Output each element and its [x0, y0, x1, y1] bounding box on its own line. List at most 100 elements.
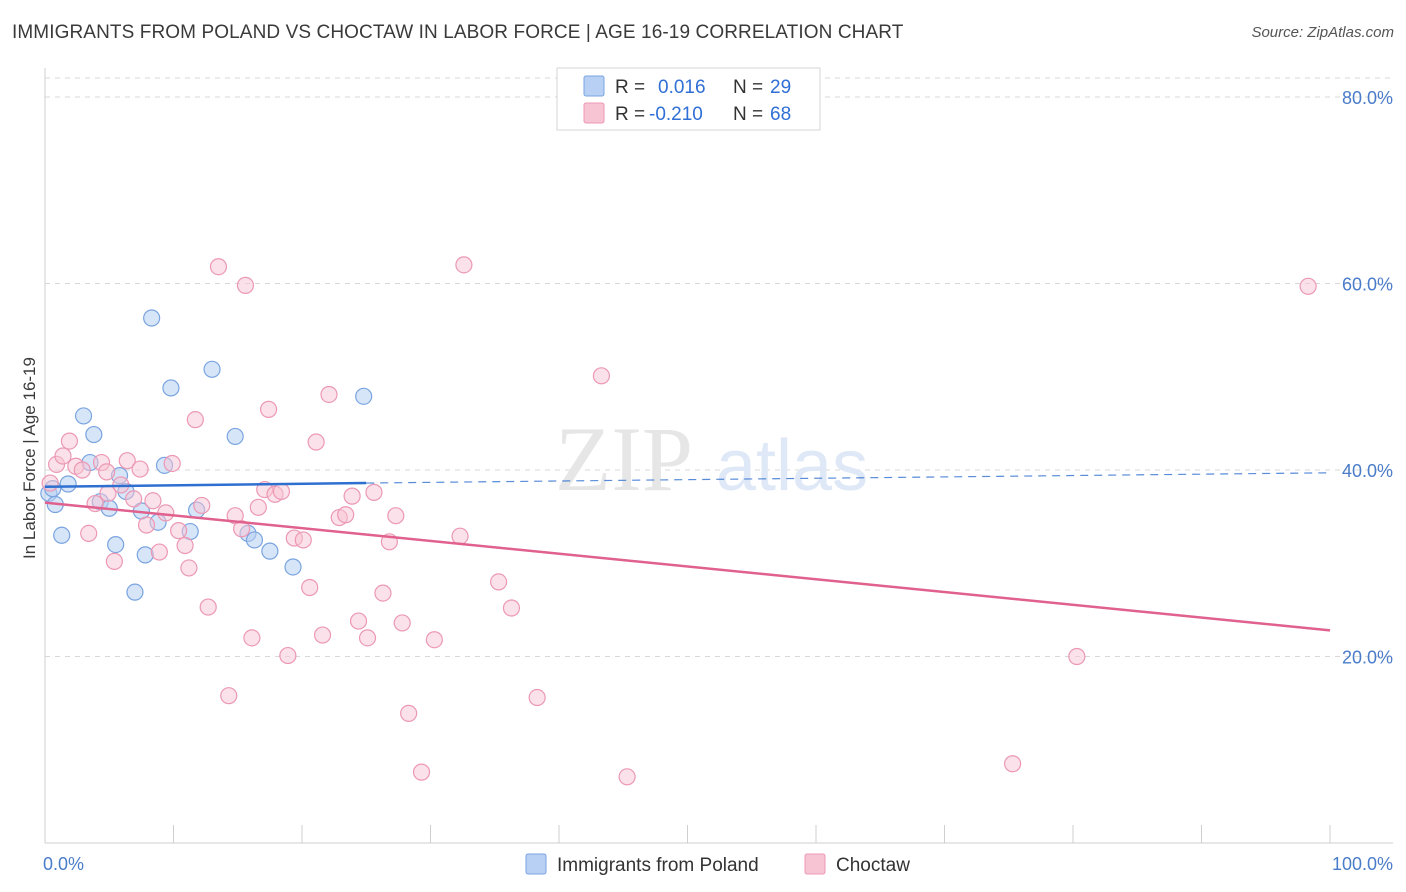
- data-point-choctaw: [60, 432, 79, 450]
- data-point-poland: [245, 531, 264, 549]
- data-point-choctaw: [98, 463, 116, 481]
- data-point-choctaw: [144, 492, 162, 510]
- data-point-choctaw: [150, 543, 168, 561]
- watermark-zip: ZIP: [555, 408, 693, 510]
- data-point-choctaw: [125, 490, 143, 508]
- chart-title: IMMIGRANTS FROM POLAND VS CHOCTAW IN LAB…: [12, 22, 904, 43]
- bottom-legend-swatch-poland: [525, 853, 547, 875]
- legend-n-value-choctaw: 68: [770, 104, 791, 125]
- y-axis-title: In Labor Force | Age 16-19: [20, 357, 39, 559]
- data-point-choctaw: [105, 552, 123, 570]
- data-point-choctaw: [349, 612, 368, 630]
- data-point-poland: [85, 425, 103, 444]
- y-tick-label: 60.0%: [1342, 275, 1393, 295]
- series-poland-points: [40, 309, 373, 601]
- watermark-atlas: atlas: [716, 426, 868, 506]
- data-point-choctaw: [80, 524, 98, 543]
- bottom-legend-label-poland: Immigrants from Poland: [557, 855, 759, 876]
- data-point-choctaw: [131, 460, 149, 478]
- y-tick-label: 80.0%: [1342, 88, 1393, 108]
- data-point-choctaw: [313, 626, 332, 644]
- series-choctaw-points: [41, 256, 1317, 786]
- data-point-choctaw: [236, 276, 255, 294]
- data-point-poland: [162, 379, 180, 397]
- source-label: Source: ZipAtlas.com: [1251, 24, 1394, 41]
- legend-swatch-choctaw: [583, 102, 605, 124]
- data-point-choctaw: [220, 687, 238, 705]
- data-point-choctaw: [199, 598, 217, 616]
- data-point-poland: [226, 427, 244, 446]
- data-point-choctaw: [176, 536, 194, 555]
- data-point-poland: [59, 475, 77, 493]
- bottom-legend: Immigrants from Poland Choctaw: [525, 853, 910, 876]
- data-point-poland: [136, 546, 154, 564]
- legend-r-value-poland: 0.016: [658, 77, 706, 98]
- bottom-legend-label-choctaw: Choctaw: [836, 855, 910, 876]
- legend-n-label-choctaw: N =: [733, 104, 763, 125]
- data-point-choctaw: [118, 452, 136, 470]
- x-tick-label-min: 0.0%: [43, 854, 84, 874]
- data-point-choctaw: [41, 474, 59, 492]
- data-point-choctaw: [163, 454, 181, 473]
- legend-r-value-choctaw: -0.210: [649, 104, 703, 125]
- data-point-choctaw: [374, 584, 392, 602]
- data-point-choctaw: [455, 256, 473, 274]
- data-point-choctaw: [618, 768, 636, 786]
- data-point-choctaw: [387, 507, 405, 525]
- data-point-choctaw: [502, 599, 521, 617]
- data-point-poland: [284, 558, 302, 576]
- data-point-choctaw: [343, 487, 361, 505]
- data-point-choctaw: [1068, 647, 1086, 666]
- data-point-poland: [53, 526, 71, 544]
- data-point-choctaw: [425, 631, 443, 649]
- data-point-choctaw: [490, 573, 508, 591]
- data-point-choctaw: [1004, 755, 1022, 773]
- data-point-choctaw: [170, 522, 188, 540]
- data-point-choctaw: [451, 527, 469, 545]
- legend: R = 0.016 N = 29 R = -0.210 N = 68: [556, 67, 821, 131]
- data-point-choctaw: [259, 400, 278, 418]
- legend-n-value-poland: 29: [770, 77, 791, 98]
- data-point-choctaw: [54, 447, 72, 465]
- data-point-choctaw: [272, 482, 291, 501]
- data-point-choctaw: [137, 516, 156, 534]
- y-tick-label: 40.0%: [1342, 461, 1393, 481]
- data-point-choctaw: [233, 520, 251, 538]
- x-tick-label-max: 100.0%: [1332, 854, 1393, 874]
- data-point-poland: [74, 407, 93, 425]
- trend-line-choctaw: [44, 501, 1331, 632]
- data-point-poland: [126, 583, 144, 601]
- data-point-choctaw: [358, 629, 377, 647]
- data-point-choctaw: [249, 498, 267, 516]
- data-point-choctaw: [528, 688, 546, 707]
- legend-n-label-poland: N =: [733, 77, 763, 98]
- data-point-poland: [261, 542, 279, 560]
- data-point-choctaw: [279, 646, 297, 665]
- data-point-choctaw: [301, 578, 319, 597]
- x-axis-ticks: [173, 825, 1331, 843]
- legend-swatch-poland: [583, 75, 605, 97]
- bottom-legend-swatch-choctaw: [804, 853, 826, 875]
- data-point-poland: [355, 387, 373, 405]
- data-point-choctaw: [592, 367, 611, 385]
- data-point-choctaw: [365, 483, 383, 501]
- data-point-choctaw: [412, 763, 431, 781]
- trend-line-poland-extension: [366, 472, 1331, 484]
- data-point-choctaw: [1299, 277, 1317, 295]
- data-point-choctaw: [307, 433, 325, 451]
- data-point-poland: [203, 360, 221, 378]
- trend-line-poland: [44, 481, 367, 489]
- data-point-choctaw: [193, 496, 211, 515]
- data-point-choctaw: [294, 531, 312, 549]
- data-point-choctaw: [393, 614, 411, 632]
- y-axis-tick-labels: 20.0% 40.0% 60.0% 80.0%: [1342, 88, 1393, 668]
- y-tick-label: 20.0%: [1342, 648, 1393, 668]
- data-point-choctaw: [320, 385, 338, 404]
- data-point-poland: [143, 309, 161, 327]
- data-point-choctaw: [209, 258, 228, 276]
- data-point-choctaw: [186, 411, 204, 429]
- data-point-choctaw: [73, 461, 91, 479]
- legend-r-label-choctaw: R =: [615, 104, 645, 125]
- data-point-choctaw: [400, 704, 418, 722]
